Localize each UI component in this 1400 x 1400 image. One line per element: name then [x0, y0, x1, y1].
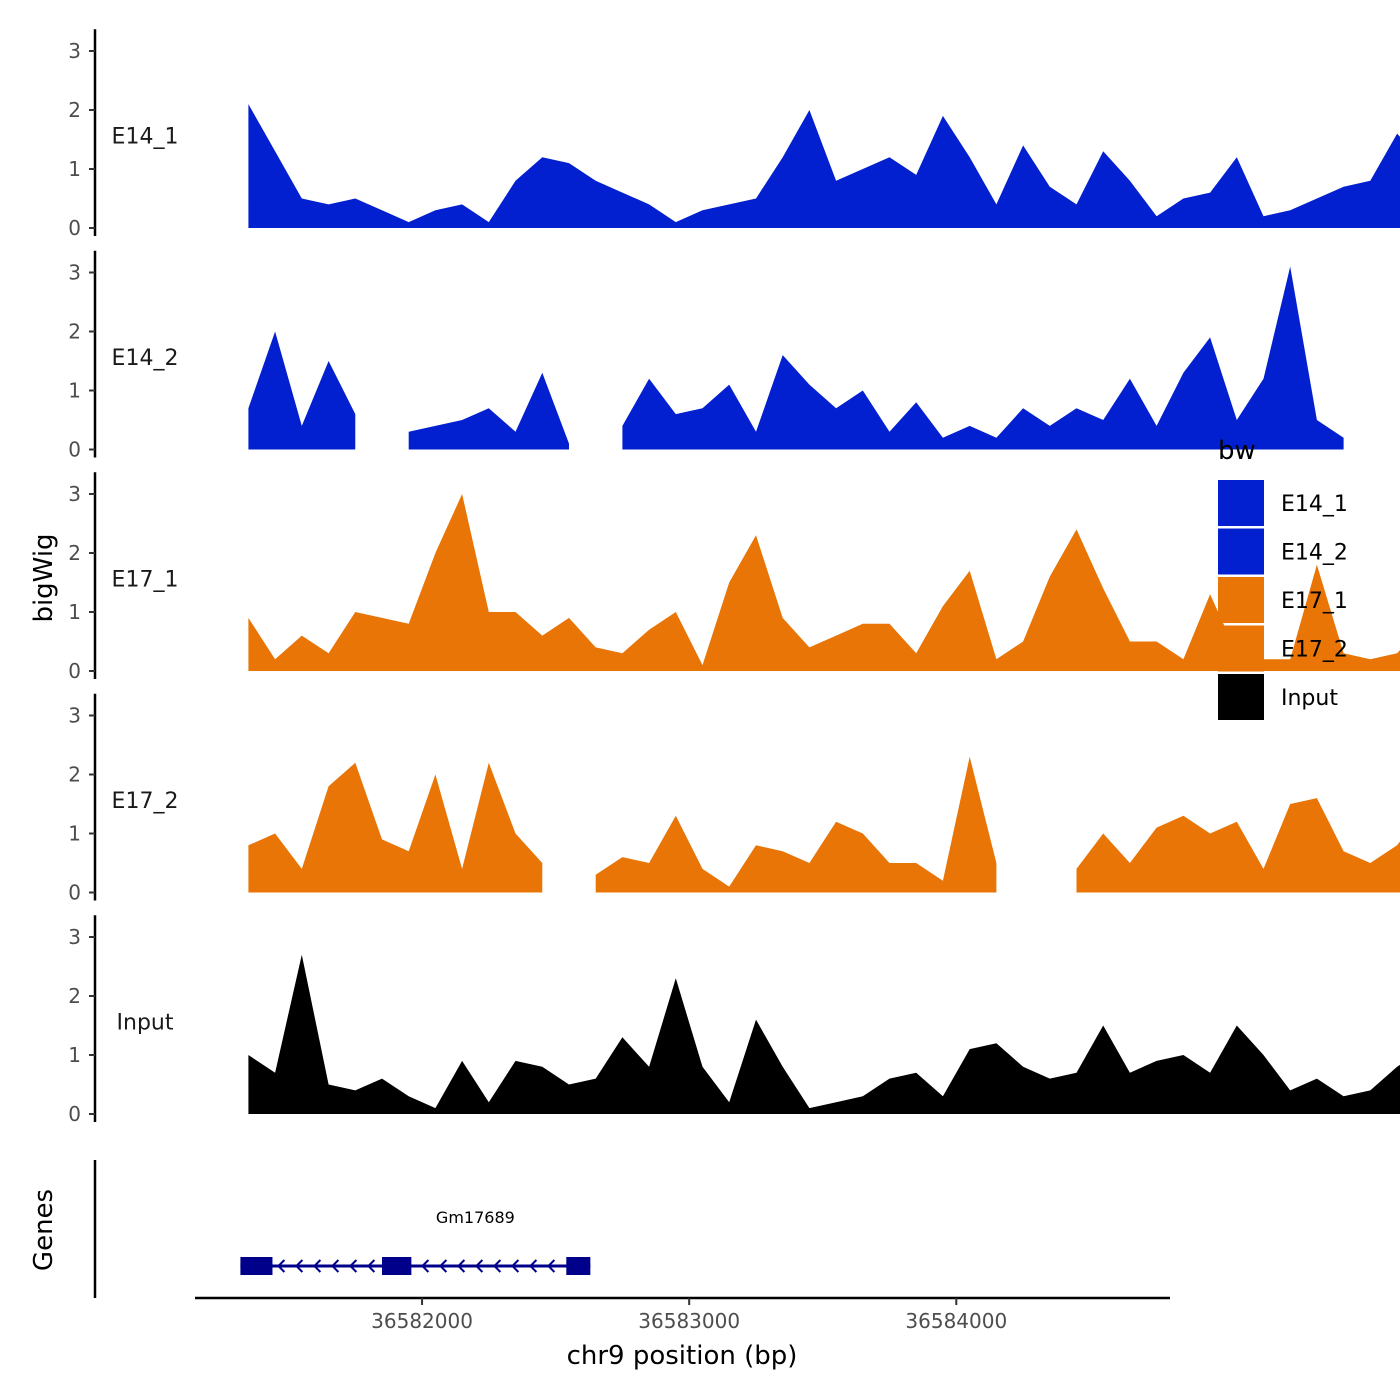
- y-tick-label: 3: [68, 482, 81, 506]
- legend-title: bw: [1218, 436, 1256, 466]
- legend-swatch-E17_1: [1218, 577, 1264, 623]
- legend-label-E14_1: E14_1: [1281, 492, 1348, 517]
- track-E14_2: 0 1 2 3 E14_2: [68, 250, 1398, 462]
- legend-swatch-E17_2: [1218, 625, 1264, 672]
- y-tick-label: 1: [68, 1043, 81, 1067]
- strand-arrow: [366, 1259, 376, 1273]
- gene-exon: [381, 1257, 412, 1275]
- y-tick-label: 0: [68, 438, 81, 462]
- gene-exon: [566, 1257, 591, 1275]
- y-tick-label: 1: [68, 379, 81, 403]
- track-label: E14_2: [112, 346, 179, 371]
- y-tick-label: 1: [68, 822, 81, 846]
- signal-area-E14_2: [622, 266, 1344, 450]
- strand-arrow: [546, 1259, 556, 1273]
- gene-Gm17689: Gm17689: [240, 1208, 591, 1275]
- legend: bw E14_1 E14_2 E17_1 E17_2 Input: [1218, 436, 1348, 720]
- gene-exon: [240, 1257, 273, 1275]
- signal-area-E14_2: [248, 331, 356, 450]
- signal-area-Input: [248, 954, 1400, 1114]
- strand-arrow: [294, 1259, 304, 1273]
- legend-label-E17_1: E17_1: [1281, 589, 1348, 614]
- strand-arrow: [348, 1259, 358, 1273]
- legend-label-E17_2: E17_2: [1281, 638, 1348, 663]
- strand-arrow: [510, 1259, 520, 1273]
- y-tick-label: 0: [68, 659, 81, 683]
- track-Input: 0 1 2 3 Input: [68, 915, 1400, 1126]
- legend-swatch-Input: [1218, 674, 1264, 720]
- gene-panel: Gm17689: [93, 1160, 591, 1298]
- genes-axis-title: Genes: [29, 1189, 59, 1271]
- legend-swatch-E14_2: [1218, 528, 1264, 575]
- track-E17_1: 0 1 2 3 E17_1: [68, 472, 1400, 683]
- x-tick-label: 36583000: [638, 1309, 740, 1333]
- strand-arrow: [528, 1259, 538, 1273]
- strand-arrow: [330, 1259, 340, 1273]
- track-label: Input: [117, 1010, 174, 1035]
- track-label: E17_2: [112, 789, 179, 814]
- y-tick-label: 2: [68, 98, 81, 122]
- signal-area-E17_2: [595, 756, 997, 893]
- x-tick-label: 36584000: [905, 1309, 1007, 1333]
- signal-area-E14_1: [248, 104, 1400, 228]
- y-tick-label: 1: [68, 157, 81, 181]
- strand-arrow: [276, 1259, 286, 1273]
- signal-tracks: 0 1 2 3 E14_1 0 1 2 3 E14_2 0 1 2 3 E17_1 0 1 2 3 E17_2 0 1 2 3…: [68, 29, 1400, 1126]
- y-tick-label: 3: [68, 261, 81, 285]
- y-tick-label: 2: [68, 320, 81, 344]
- signal-area-E17_1: [248, 494, 1400, 671]
- y-tick-label: 3: [68, 925, 81, 949]
- y-tick-label: 0: [68, 1102, 81, 1126]
- x-tick-label: 36582000: [371, 1309, 473, 1333]
- y-tick-label: 3: [68, 704, 81, 728]
- strand-arrow: [312, 1259, 322, 1273]
- strand-arrow: [438, 1259, 448, 1273]
- legend-label-Input: Input: [1281, 686, 1338, 711]
- y-tick-label: 1: [68, 600, 81, 624]
- strand-arrow: [456, 1259, 466, 1273]
- track-E14_1: 0 1 2 3 E14_1: [68, 29, 1400, 240]
- y-tick-label: 2: [68, 541, 81, 565]
- track-E17_2: 0 1 2 3 E17_2: [68, 693, 1400, 905]
- y-tick-label: 3: [68, 39, 81, 63]
- x-axis: 36582000 36583000 36584000: [195, 1296, 1170, 1333]
- y-tick-label: 2: [68, 984, 81, 1008]
- legend-swatch-E14_1: [1218, 480, 1264, 526]
- signal-area-E17_2: [248, 762, 543, 893]
- legend-label-E14_2: E14_2: [1281, 541, 1348, 566]
- y-tick-label: 0: [68, 881, 81, 905]
- y-axis-title: bigWig: [29, 533, 59, 622]
- x-axis-title: chr9 position (bp): [567, 1341, 798, 1371]
- gene-name-label: Gm17689: [436, 1208, 515, 1227]
- signal-area-E17_2: [1076, 798, 1400, 893]
- strand-arrow: [474, 1259, 484, 1273]
- track-label: E17_1: [112, 567, 179, 592]
- y-tick-label: 2: [68, 763, 81, 787]
- y-tick-label: 0: [68, 216, 81, 240]
- signal-area-E14_2: [408, 372, 569, 450]
- strand-arrow: [492, 1259, 502, 1273]
- track-label: E14_1: [112, 124, 179, 149]
- strand-arrow: [420, 1259, 430, 1273]
